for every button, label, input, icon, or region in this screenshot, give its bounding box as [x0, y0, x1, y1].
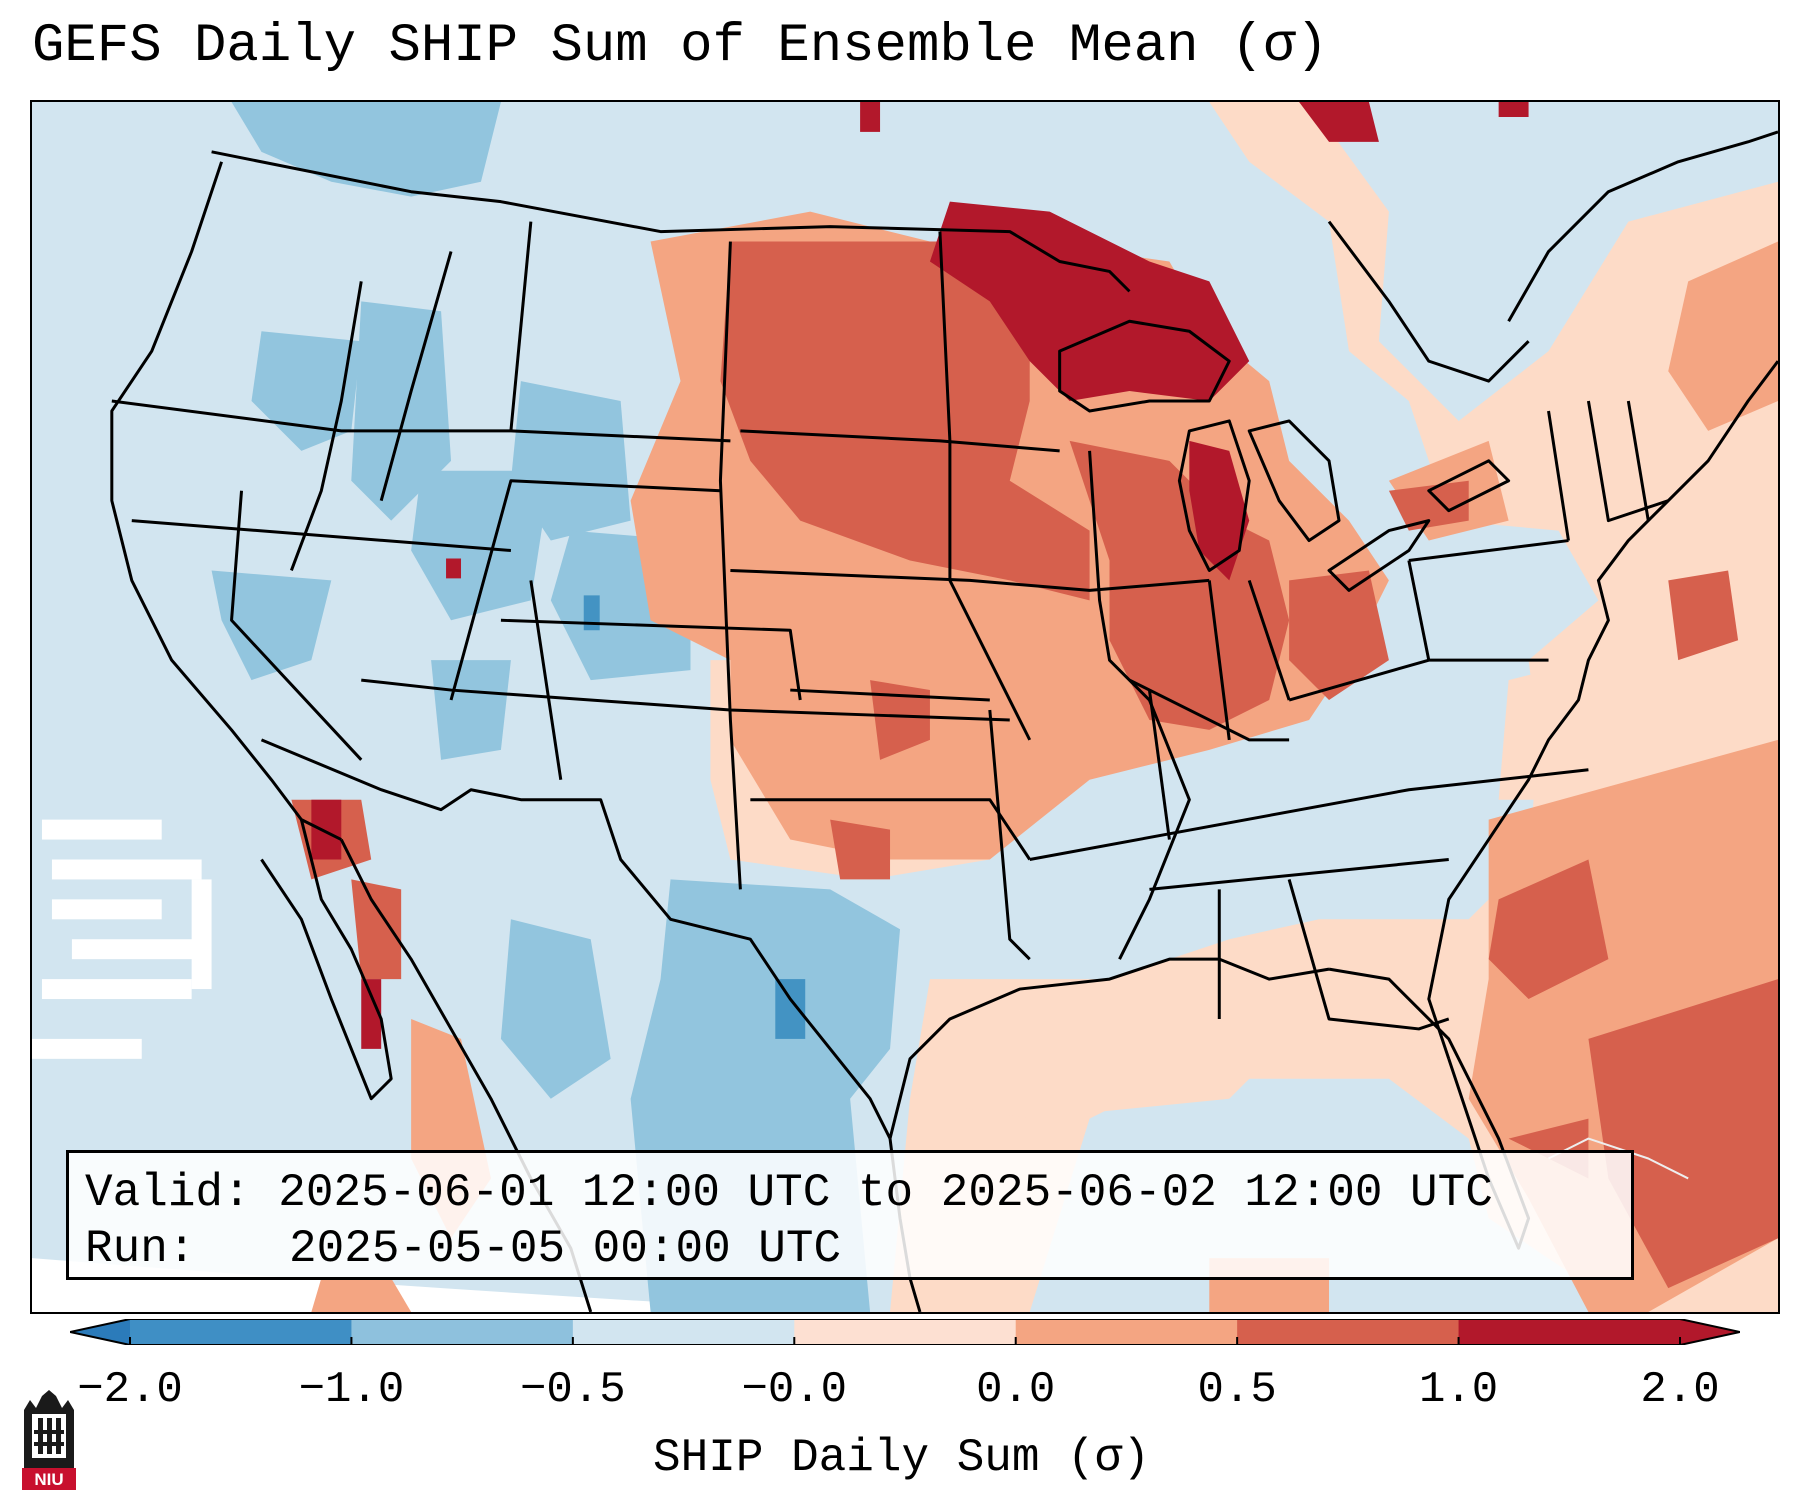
colorbar-tick-label: −0.0 [741, 1365, 848, 1415]
colorbar-tick-label: −1.0 [298, 1365, 405, 1415]
colorbar-tick-label: 1.0 [1418, 1365, 1499, 1415]
political-borders [110, 130, 1778, 1312]
colorbar-segment [1015, 1319, 1238, 1345]
colorbar-tick-label: 0.5 [1197, 1365, 1277, 1415]
colorbar-label: SHIP Daily Sum (σ) [653, 1432, 1150, 1484]
map-canvas[interactable] [32, 102, 1778, 1312]
anomaly-positive-extreme [311, 102, 1529, 1049]
run-value: 2025-05-05 00:00 UTC [289, 1223, 842, 1275]
anomaly-negative-strong [583, 595, 806, 1039]
valid-time-box: Valid: 2025-06-01 12:00 UTC to 2025-06-0… [66, 1150, 1634, 1280]
colorbar-segment [130, 1319, 352, 1345]
colorbar-tick-label: −2.0 [77, 1365, 183, 1415]
colorbar-segment [794, 1319, 1017, 1345]
run-label: Run: [85, 1223, 196, 1275]
chart-title: GEFS Daily SHIP Sum of Ensemble Mean (σ) [32, 16, 1329, 77]
colorbar-extend-low [70, 1319, 130, 1345]
map-panel[interactable] [30, 100, 1780, 1314]
colorbar [70, 1319, 1740, 1345]
colorbar-tick-label: 0.0 [976, 1365, 1056, 1415]
projection-edge [32, 1258, 830, 1312]
niu-logo: NIU [22, 1390, 76, 1490]
colorbar-segment [1458, 1319, 1680, 1345]
colorbar-segment [572, 1319, 795, 1345]
valid-label: Valid: [85, 1167, 251, 1219]
colorbar-segment [351, 1319, 574, 1345]
colorbar-extend-high [1680, 1319, 1740, 1345]
pacific-white-patches [32, 819, 212, 1059]
valid-value: 2025-06-01 12:00 UTC to 2025-06-02 12:00… [278, 1167, 1493, 1219]
valid-line: Valid: 2025-06-01 12:00 UTC to 2025-06-0… [85, 1165, 1615, 1221]
colorbar-segment [1237, 1319, 1460, 1345]
colorbar-tick-label: −0.5 [520, 1365, 626, 1415]
colorbar-tick-label: 2.0 [1640, 1365, 1720, 1415]
logo-text: NIU [34, 1470, 63, 1489]
run-line: Run: 2025-05-05 00:00 UTC [85, 1221, 1615, 1277]
